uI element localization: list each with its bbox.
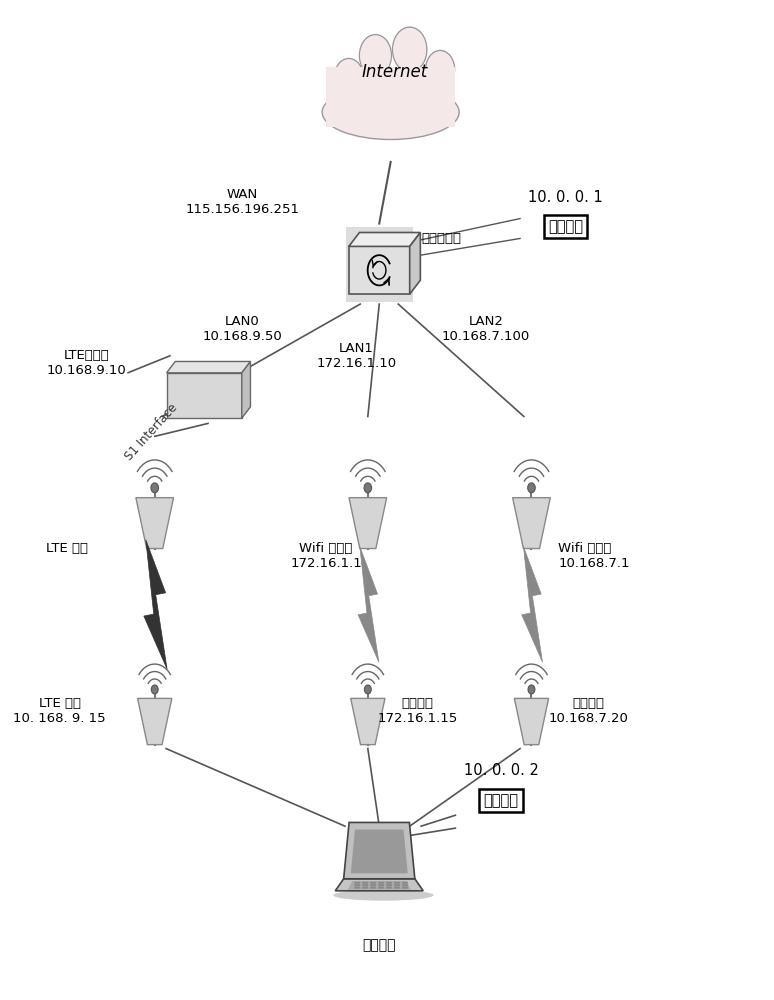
Polygon shape	[136, 498, 173, 549]
Text: 虚拟网卡: 虚拟网卡	[548, 219, 584, 234]
Polygon shape	[402, 882, 408, 884]
Text: 无线网卡
10.168.7.20: 无线网卡 10.168.7.20	[549, 697, 628, 725]
Polygon shape	[351, 698, 385, 745]
Circle shape	[365, 685, 372, 694]
Text: 10. 0. 0. 1: 10. 0. 0. 1	[529, 190, 603, 205]
Polygon shape	[358, 547, 378, 662]
Polygon shape	[362, 882, 368, 884]
Text: 虚拟网卡: 虚拟网卡	[484, 793, 519, 808]
Polygon shape	[409, 232, 420, 294]
Text: Internet: Internet	[361, 63, 427, 81]
Polygon shape	[394, 884, 400, 886]
Polygon shape	[166, 361, 251, 373]
Ellipse shape	[360, 36, 391, 75]
Text: LTE 基站: LTE 基站	[46, 542, 88, 555]
Polygon shape	[349, 498, 387, 549]
Polygon shape	[241, 361, 251, 418]
Ellipse shape	[359, 35, 392, 76]
Ellipse shape	[322, 85, 459, 140]
Circle shape	[528, 483, 536, 493]
Polygon shape	[370, 884, 376, 886]
Ellipse shape	[393, 28, 426, 71]
Text: 无线网卡
172.16.1.15: 无线网卡 172.16.1.15	[377, 697, 457, 725]
Polygon shape	[522, 547, 543, 662]
Polygon shape	[354, 884, 361, 886]
Polygon shape	[370, 882, 376, 884]
Polygon shape	[378, 884, 384, 886]
FancyBboxPatch shape	[346, 227, 413, 302]
Polygon shape	[344, 822, 415, 879]
Ellipse shape	[392, 27, 426, 72]
Polygon shape	[144, 540, 167, 669]
Circle shape	[528, 685, 535, 694]
Ellipse shape	[426, 51, 454, 88]
Polygon shape	[362, 884, 368, 886]
Polygon shape	[386, 884, 392, 886]
Polygon shape	[402, 884, 408, 886]
Polygon shape	[512, 498, 550, 549]
Polygon shape	[354, 882, 361, 884]
Text: Wifi 接入点
172.16.1.1: Wifi 接入点 172.16.1.1	[290, 542, 361, 570]
Polygon shape	[402, 887, 408, 889]
Ellipse shape	[335, 59, 362, 95]
Text: 10. 0. 0. 2: 10. 0. 0. 2	[464, 763, 539, 778]
Ellipse shape	[333, 890, 433, 901]
Ellipse shape	[348, 73, 372, 105]
Circle shape	[364, 483, 372, 493]
Ellipse shape	[334, 58, 363, 96]
Polygon shape	[386, 887, 392, 889]
Text: LAN0
10.168.9.50: LAN0 10.168.9.50	[202, 315, 282, 343]
Text: LAN2
10.168.7.100: LAN2 10.168.7.100	[442, 315, 530, 343]
Text: WAN
115.156.196.251: WAN 115.156.196.251	[185, 188, 300, 216]
Ellipse shape	[348, 72, 373, 106]
Text: 汇聚服务器: 汇聚服务器	[421, 232, 461, 245]
Polygon shape	[348, 881, 411, 890]
Polygon shape	[354, 887, 361, 889]
Text: 多模终端: 多模终端	[362, 939, 396, 953]
Text: LAN1
172.16.1.10: LAN1 172.16.1.10	[317, 342, 396, 370]
Polygon shape	[378, 887, 384, 889]
FancyBboxPatch shape	[326, 67, 455, 127]
Polygon shape	[362, 887, 368, 889]
Ellipse shape	[408, 75, 434, 110]
Ellipse shape	[426, 52, 454, 87]
Ellipse shape	[326, 87, 455, 137]
Polygon shape	[138, 698, 172, 745]
Polygon shape	[349, 232, 420, 246]
Circle shape	[151, 685, 158, 694]
Polygon shape	[166, 373, 241, 418]
Polygon shape	[335, 879, 423, 891]
Ellipse shape	[409, 76, 433, 109]
Polygon shape	[378, 882, 384, 884]
Polygon shape	[394, 882, 400, 884]
Text: LTE核心网
10.168.9.10: LTE核心网 10.168.9.10	[46, 349, 126, 377]
Text: LTE 网卡
10. 168. 9. 15: LTE 网卡 10. 168. 9. 15	[13, 697, 106, 725]
Text: Wifi 接入点
10.168.7.1: Wifi 接入点 10.168.7.1	[558, 542, 629, 570]
Text: S1 Interface: S1 Interface	[122, 401, 180, 463]
Polygon shape	[349, 246, 409, 294]
Polygon shape	[515, 698, 549, 745]
Polygon shape	[386, 882, 392, 884]
Polygon shape	[370, 887, 376, 889]
Circle shape	[151, 483, 159, 493]
Polygon shape	[394, 887, 400, 889]
Polygon shape	[351, 830, 408, 873]
